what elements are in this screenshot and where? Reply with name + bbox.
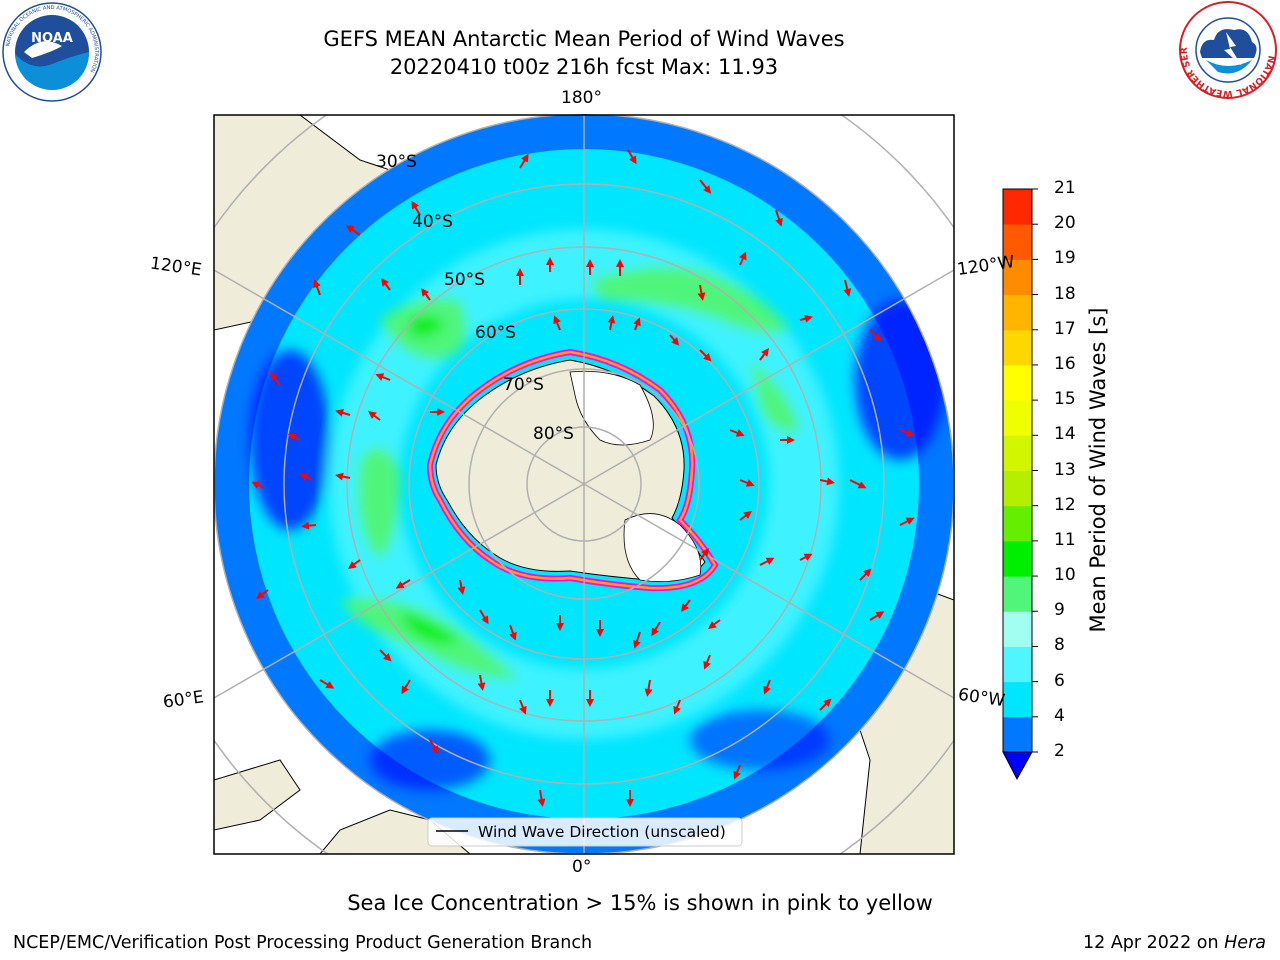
map-title: GEFS MEAN Antarctic Mean Period of Wind … — [323, 27, 845, 51]
colorbar-tick-label: 16 — [1054, 353, 1076, 374]
colorbar-segment — [1003, 646, 1032, 683]
footer-credit: NCEP/EMC/Verification Post Processing Pr… — [13, 933, 593, 953]
footer-date-text: 12 Apr 2022 on — [1083, 933, 1225, 953]
colorbar-tick-label: 8 — [1054, 635, 1065, 656]
colorbar-segment — [1003, 364, 1032, 401]
colorbar-tick-label: 4 — [1054, 705, 1065, 726]
lon-label-0: 0° — [572, 857, 592, 877]
colorbar-segment — [1003, 470, 1032, 507]
colorbar-segment — [1003, 505, 1032, 542]
colorbar-segment — [1003, 435, 1032, 471]
graticule — [214, 115, 954, 854]
lon-label-180: 180° — [561, 88, 602, 108]
lat-label-70s: 70°S — [503, 375, 544, 395]
colorbar-tick-label: 10 — [1054, 565, 1076, 586]
colorbar-segment — [1003, 329, 1032, 366]
lat-label-60s: 60°S — [475, 323, 516, 343]
colorbar-tick-label: 15 — [1054, 389, 1076, 410]
colorbar-tick-label: 13 — [1054, 459, 1076, 480]
colorbar-tick-label: 11 — [1054, 529, 1076, 550]
colorbar-extend — [1002, 751, 1033, 781]
colorbar-tick-label: 6 — [1054, 670, 1065, 691]
sea-ice-caption: Sea Ice Concentration > 15% is shown in … — [347, 891, 933, 915]
colorbar-segment — [1003, 224, 1032, 260]
map-legend: Wind Wave Direction (unscaled) — [427, 817, 743, 847]
colorbar-tick-label: 20 — [1054, 213, 1076, 234]
colorbar-tick-label: 12 — [1054, 494, 1076, 515]
colorbar-segment — [1003, 681, 1032, 718]
colorbar-tick-label: 18 — [1054, 283, 1076, 304]
colorbar-segment — [1003, 189, 1032, 225]
colorbar-tick-label: 19 — [1054, 248, 1076, 269]
colorbar-label: Mean Period of Wind Waves [s] — [1086, 307, 1110, 633]
colorbar-segment — [1003, 294, 1032, 331]
map-subtitle: 20220410 t00z 216h fcst Max: 11.93 — [389, 55, 779, 79]
wind-wave-arrows — [251, 149, 915, 807]
colorbar-segment — [1003, 576, 1032, 612]
colorbar-segment — [1003, 259, 1032, 296]
antarctica — [426, 348, 719, 592]
noaa-logo-text: NOAA — [31, 31, 73, 46]
colorbar-tick-label: 9 — [1054, 600, 1065, 621]
footer-host: Hera — [1224, 933, 1266, 953]
colorbar-tick-label: 17 — [1054, 318, 1076, 339]
footer-date: 12 Apr 2022 on Hera — [1083, 933, 1266, 953]
colorbar-tick-label: 14 — [1054, 424, 1076, 445]
noaa-logo: NOAA NATIONAL OCEANIC AND ATMOSPHERIC AD… — [2, 2, 102, 102]
legend-label: Wind Wave Direction (unscaled) — [478, 823, 726, 841]
lat-label-30s: 30°S — [376, 152, 417, 172]
colorbar-segment — [1003, 611, 1032, 647]
lat-label-50s: 50°S — [444, 270, 485, 290]
nws-logo: NATIONAL WEATHER SERVICE — [1178, 0, 1277, 99]
lat-label-80s: 80°S — [533, 424, 574, 444]
colorbar-segment — [1003, 716, 1032, 753]
map-frame — [213, 114, 955, 855]
colorbar-segment — [1003, 540, 1032, 577]
lat-label-40s: 40°S — [412, 212, 453, 232]
colorbar-tick-label: 21 — [1054, 178, 1076, 198]
colorbar-segment — [1003, 400, 1032, 436]
colorbar-tick-label: 2 — [1054, 741, 1065, 761]
colorbar — [1002, 188, 1038, 781]
